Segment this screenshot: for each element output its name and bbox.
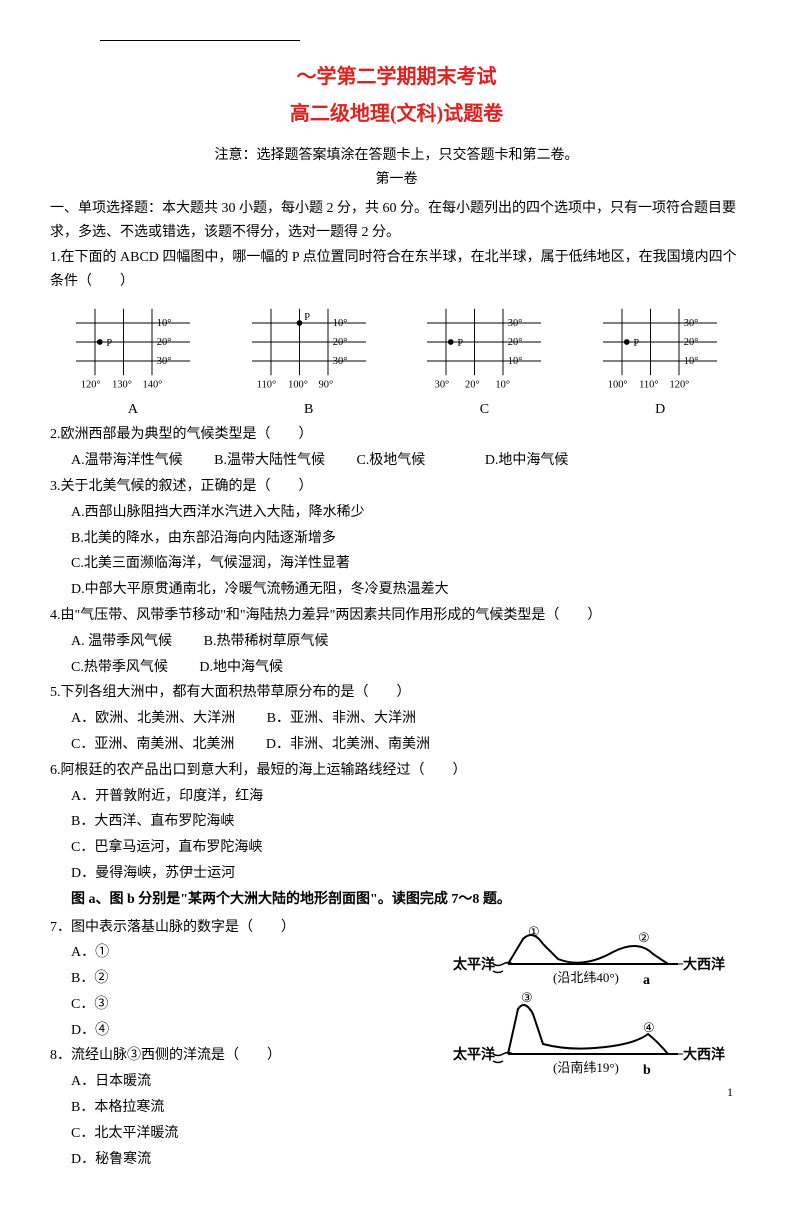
q5-b: B．亚洲、非洲、大洋洲 bbox=[267, 711, 416, 726]
svg-text:90°: 90° bbox=[318, 380, 333, 391]
svg-text:30°: 30° bbox=[332, 356, 347, 367]
q6-b: B．大西洋、直布罗陀海峡 bbox=[50, 810, 743, 834]
page-number: 1 bbox=[727, 1083, 733, 1102]
q3-b: B.北美的降水，由东部沿海向内陆逐渐增多 bbox=[50, 527, 743, 551]
q7-c: C．③ bbox=[50, 993, 443, 1017]
q2-c: C.极地气候 bbox=[356, 453, 425, 468]
svg-text:P: P bbox=[458, 338, 464, 349]
q4-a: A. 温带季风气候 bbox=[71, 634, 172, 649]
q1-stem: 1.在下面的 ABCD 四幅图中，哪一幅的 P 点位置同时符合在东半球，在北半球… bbox=[50, 246, 743, 294]
q3-c: C.北美三面濒临海洋，气候湿润，海洋性显著 bbox=[50, 552, 743, 576]
q7-stem: 7．图中表示落基山脉的数字是（ ） bbox=[50, 916, 443, 940]
svg-text:110°: 110° bbox=[639, 380, 658, 391]
svg-text:P: P bbox=[304, 312, 310, 323]
q8-b: B．本格拉寒流 bbox=[50, 1096, 443, 1120]
q7-b: B．② bbox=[50, 967, 443, 991]
svg-text:大西洋: 大西洋 bbox=[683, 956, 725, 973]
q8-stem: 8．流经山脉③西侧的洋流是（ ） bbox=[50, 1044, 443, 1068]
q5-a: A．欧洲、北美洲、大洋洲 bbox=[71, 711, 235, 726]
svg-text:10°: 10° bbox=[157, 318, 172, 329]
q3-a: A.西部山脉阻挡大西洋水汽进入大陆，降水稀少 bbox=[50, 501, 743, 525]
svg-text:100°: 100° bbox=[608, 380, 628, 391]
q4-stem: 4.由"气压带、风带季节移动"和"海陆热力差异"两因素共同作用形成的气候类型是（… bbox=[50, 604, 743, 628]
svg-text:b: b bbox=[643, 1063, 651, 1078]
q3-d: D.中部大平原贯通南北，冷暖气流畅通无阻，冬冷夏热温差大 bbox=[50, 578, 743, 602]
svg-text:a: a bbox=[643, 973, 650, 988]
q5-c: C．亚洲、南美洲、北美洲 bbox=[71, 737, 234, 752]
q2-b: B.温带大陆性气候 bbox=[214, 453, 325, 468]
q5-opts-row2: C．亚洲、南美洲、北美洲 D．非洲、北美洲、南美洲 bbox=[50, 733, 743, 757]
svg-text:30°: 30° bbox=[435, 380, 450, 391]
svg-text:P: P bbox=[106, 338, 112, 349]
svg-text:太平洋: 太平洋 bbox=[453, 956, 495, 973]
q4-c: C.热带季风气候 bbox=[71, 660, 168, 675]
svg-text:30°: 30° bbox=[684, 318, 699, 329]
svg-text:20°: 20° bbox=[332, 337, 347, 348]
title-line-2: 高二级地理(文科)试题卷 bbox=[50, 98, 743, 130]
svg-text:①: ① bbox=[528, 924, 540, 939]
grid-a: P 10° 20° 30° 120° 130° 140° A bbox=[63, 304, 203, 421]
q2-stem: 2.欧洲西部最为典型的气候类型是（ ） bbox=[50, 423, 743, 447]
grid-b: P 10° 20° 30° 110° 100° 90° B bbox=[239, 304, 379, 421]
svg-text:130°: 130° bbox=[112, 380, 132, 391]
svg-text:③: ③ bbox=[521, 990, 533, 1005]
section-label: 第一卷 bbox=[50, 169, 743, 191]
q6-d: D．曼得海峡，苏伊士运河 bbox=[50, 862, 743, 886]
q5-opts-row1: A．欧洲、北美洲、大洋洲 B．亚洲、非洲、大洋洲 bbox=[50, 707, 743, 731]
q6-a: A．开普敦附近，印度洋，红海 bbox=[50, 785, 743, 809]
svg-text:30°: 30° bbox=[508, 318, 523, 329]
q3-stem: 3.关于北美气候的叙述，正确的是（ ） bbox=[50, 475, 743, 499]
svg-text:30°: 30° bbox=[157, 356, 172, 367]
q4-opts-row2: C.热带季风气候 D.地中海气候 bbox=[50, 656, 743, 680]
svg-text:10°: 10° bbox=[332, 318, 347, 329]
q4-opts-row1: A. 温带季风气候 B.热带稀树草原气候 bbox=[50, 630, 743, 654]
grid-b-label: B bbox=[304, 399, 313, 421]
grid-d-label: D bbox=[655, 399, 665, 421]
title-line-1: ～学第二学期期末考试 bbox=[50, 61, 743, 93]
q8-d: D．秘鲁寒流 bbox=[50, 1148, 443, 1172]
q7-a: A．① bbox=[50, 941, 443, 965]
svg-text:10°: 10° bbox=[496, 380, 511, 391]
svg-text:④: ④ bbox=[643, 1020, 655, 1035]
svg-text:10°: 10° bbox=[684, 356, 699, 367]
q8-c: C．北太平洋暖流 bbox=[50, 1122, 443, 1146]
q4-d: D.地中海气候 bbox=[199, 660, 283, 675]
svg-text:110°: 110° bbox=[256, 380, 275, 391]
grid-c-label: C bbox=[480, 399, 489, 421]
q7-d: D．④ bbox=[50, 1019, 443, 1043]
grid-d: P 30° 20° 10° 100° 110° 120° D bbox=[590, 304, 730, 421]
svg-text:100°: 100° bbox=[288, 380, 308, 391]
svg-text:140°: 140° bbox=[142, 380, 162, 391]
q6-stem: 6.阿根廷的农产品出口到意大利，最短的海上运输路线经过（ ） bbox=[50, 759, 743, 783]
q5-d: D．非洲、北美洲、南美洲 bbox=[266, 737, 430, 752]
q1-grids: P 10° 20° 30° 120° 130° 140° A P 10° 20°… bbox=[50, 304, 743, 421]
svg-text:20°: 20° bbox=[684, 337, 699, 348]
svg-text:20°: 20° bbox=[465, 380, 480, 391]
grid-a-label: A bbox=[128, 399, 138, 421]
intro-7-8: 图 a、图 b 分别是"某两个大洲大陆的地形剖面图"。读图完成 7～8 题。 bbox=[50, 888, 743, 912]
svg-text:(沿南纬19°): (沿南纬19°) bbox=[553, 1060, 619, 1075]
svg-text:太平洋: 太平洋 bbox=[453, 1046, 495, 1063]
svg-text:大西洋: 大西洋 bbox=[683, 1046, 725, 1063]
svg-text:(沿北纬40°): (沿北纬40°) bbox=[553, 970, 619, 985]
q2-d: D.地中海气候 bbox=[485, 453, 569, 468]
q5-stem: 5.下列各组大洲中，都有大面积热带草原分布的是（ ） bbox=[50, 681, 743, 705]
profile-diagrams: 太平洋 ① ② 大西洋 (沿北纬40°) a 太平洋 ③ ④ 大西洋 (沿南纬1… bbox=[443, 914, 743, 1102]
svg-text:120°: 120° bbox=[670, 380, 690, 391]
svg-text:10°: 10° bbox=[508, 356, 523, 367]
svg-text:②: ② bbox=[638, 930, 650, 945]
q4-b: B.热带稀树草原气候 bbox=[204, 634, 329, 649]
svg-text:120°: 120° bbox=[81, 380, 101, 391]
q2-a: A.温带海洋性气候 bbox=[71, 453, 183, 468]
grid-c: P 30° 20° 10° 30° 20° 10° C bbox=[414, 304, 554, 421]
svg-text:P: P bbox=[634, 338, 640, 349]
svg-text:20°: 20° bbox=[508, 337, 523, 348]
q6-c: C．巴拿马运河，直布罗陀海峡 bbox=[50, 836, 743, 860]
q2-opts: A.温带海洋性气候 B.温带大陆性气候 C.极地气候 D.地中海气候 bbox=[50, 449, 743, 473]
notice: 注意：选择题答案填涂在答题卡上，只交答题卡和第二卷。 bbox=[50, 145, 743, 167]
q8-a: A．日本暖流 bbox=[50, 1070, 443, 1094]
svg-text:20°: 20° bbox=[157, 337, 172, 348]
instruction: 一、单项选择题：本大题共 30 小题，每小题 2 分，共 60 分。在每小题列出… bbox=[50, 197, 743, 245]
